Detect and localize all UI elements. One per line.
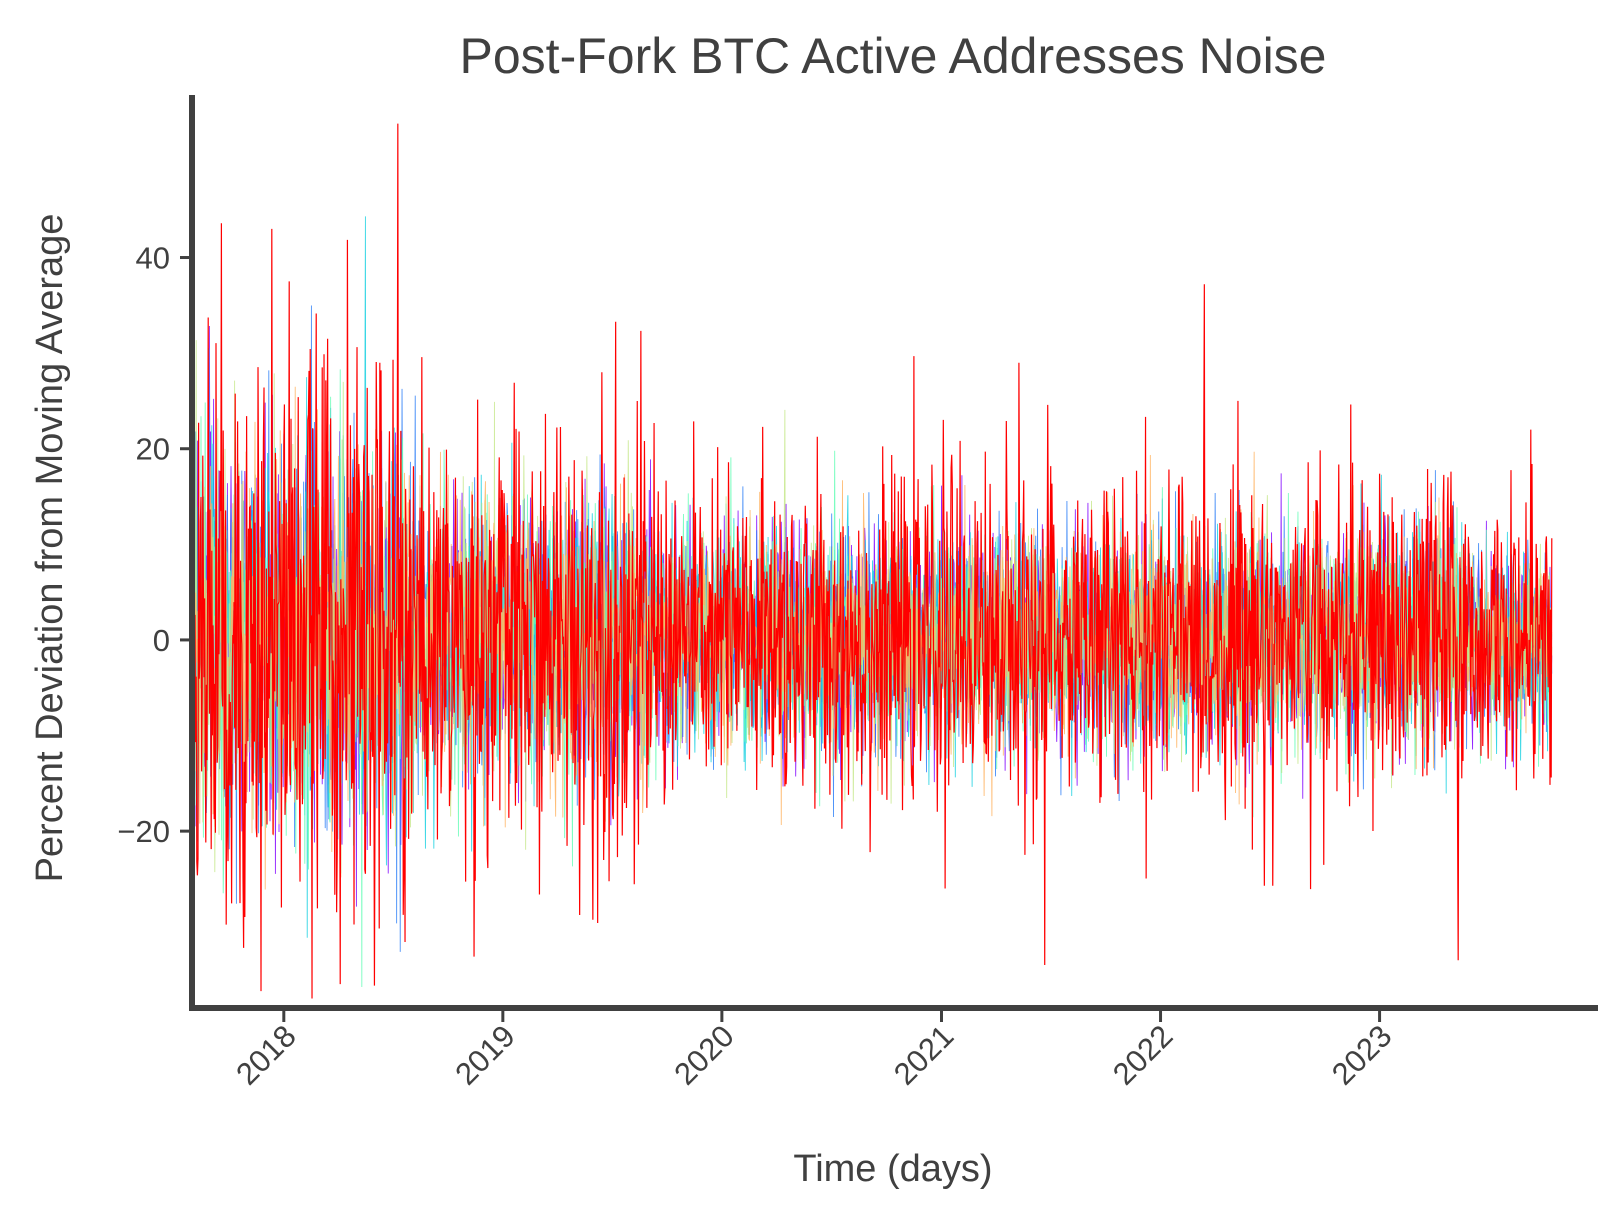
y-tick-label: 40 [136,241,170,276]
x-axis-label: Time (days) [793,1148,992,1190]
x-tick-label: 2021 [887,1018,961,1092]
series-lines [191,123,1553,999]
y-tick-label: 0 [153,623,170,658]
x-tick-label: 2022 [1106,1018,1180,1092]
series-line [191,123,1553,999]
chart-title: Post-Fork BTC Active Addresses Noise [460,28,1327,84]
y-axis-label: Percent Deviation from Moving Average [29,214,71,883]
x-tick-label: 2023 [1325,1018,1399,1092]
y-tick-label: −20 [117,814,170,849]
x-tick-label: 2019 [448,1018,522,1092]
x-axis-ticks: 2018 2019 2020 2021 2022 2023 [229,1008,1399,1092]
x-tick-label: 2018 [229,1018,303,1092]
x-tick-label: 2020 [667,1018,741,1092]
y-axis-ticks: −20 0 20 40 [117,241,192,849]
y-tick-label: 20 [136,432,170,467]
